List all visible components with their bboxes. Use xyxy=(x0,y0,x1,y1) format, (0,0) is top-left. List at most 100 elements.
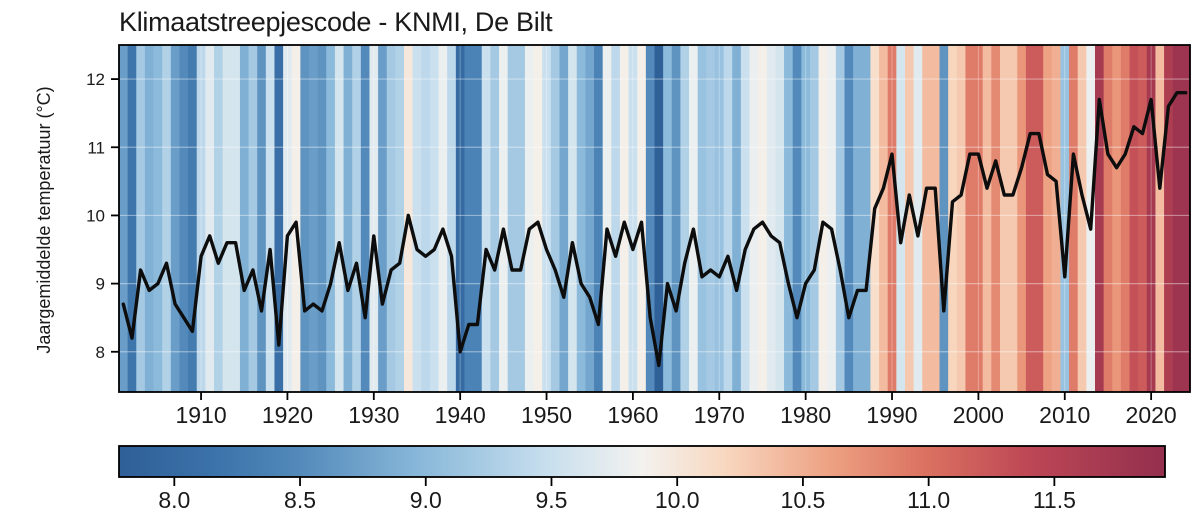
warming-stripe xyxy=(965,45,975,392)
colorbar-tick-label: 9.5 xyxy=(535,487,567,513)
warming-stripe xyxy=(723,45,733,392)
warming-stripe xyxy=(602,45,612,392)
warming-stripe xyxy=(999,45,1010,392)
warming-stripe xyxy=(853,45,863,392)
warming-stripe xyxy=(784,45,794,392)
chart-title: Klimaatstreepjescode - KNMI, De Bilt xyxy=(119,7,553,37)
x-tick-label: 1940 xyxy=(435,402,486,428)
warming-stripe xyxy=(1069,45,1079,392)
warming-stripe xyxy=(740,45,751,392)
x-axis: 1910 1920 1930 1940 1950 1960 1970 1980 1990 2000… xyxy=(175,392,1177,428)
warming-stripe xyxy=(594,45,604,392)
warming-stripe xyxy=(1138,45,1148,392)
warming-stripe xyxy=(559,45,569,392)
warming-stripe xyxy=(473,45,483,392)
warming-stripe xyxy=(170,45,180,392)
warming-stripe xyxy=(127,45,137,392)
warming-stripe xyxy=(1008,45,1018,392)
warming-stripe xyxy=(1034,45,1044,392)
warming-stripe xyxy=(1094,45,1105,392)
warming-stripe xyxy=(844,45,854,392)
warming-stripe xyxy=(481,45,491,392)
warming-stripe xyxy=(516,45,526,392)
x-tick-label: 1930 xyxy=(348,402,399,428)
warming-stripe xyxy=(585,45,595,392)
warming-stripe xyxy=(196,45,206,392)
warming-stripe xyxy=(205,45,215,392)
warming-stripe xyxy=(455,45,465,392)
warming-stripe xyxy=(1155,45,1165,392)
warming-stripe xyxy=(309,45,319,392)
gridlines-group xyxy=(119,45,1190,392)
warming-stripe xyxy=(835,45,846,392)
y-tick-label: 8 xyxy=(96,343,105,362)
warming-stripe xyxy=(714,45,725,392)
warming-stripe xyxy=(611,45,621,392)
warming-stripe xyxy=(1017,45,1027,392)
colorbar-tick-label: 8.5 xyxy=(284,487,316,513)
x-tick-label: 2010 xyxy=(1039,402,1090,428)
x-tick-label: 2000 xyxy=(953,402,1004,428)
x-tick-label: 1910 xyxy=(175,402,226,428)
warming-stripe xyxy=(1120,45,1131,392)
colorbar-tick-label: 10.0 xyxy=(655,487,700,513)
colorbar xyxy=(118,445,1166,478)
warming-stripe xyxy=(628,45,638,392)
warming-stripe xyxy=(188,45,198,392)
warming-stripe xyxy=(904,45,915,392)
warming-stripe xyxy=(775,45,785,392)
warming-stripe xyxy=(689,45,699,392)
warming-stripe xyxy=(749,45,759,392)
warming-stripe xyxy=(533,45,543,392)
warming-stripe xyxy=(1172,45,1182,392)
warming-stripe xyxy=(887,45,897,392)
warming-stripe xyxy=(939,45,949,392)
warming-stripe xyxy=(809,45,820,392)
warming-stripe xyxy=(1060,45,1070,392)
warming-stripe xyxy=(663,45,673,392)
warming-stripe xyxy=(447,45,457,392)
warming-stripe xyxy=(619,45,630,392)
warming-stripe xyxy=(283,45,293,392)
y-axis: 8 9 10 11 12 xyxy=(86,70,119,362)
warming-stripe xyxy=(291,45,301,392)
warming-stripe xyxy=(766,45,776,392)
warming-stripe xyxy=(507,45,517,392)
x-tick-label: 1970 xyxy=(694,402,745,428)
warming-stripe xyxy=(378,45,388,392)
colorbar-group: 8.0 8.5 9.0 9.5 10.0 10.5 11.0 11.5 xyxy=(118,445,1166,513)
warming-stripe xyxy=(144,45,155,392)
y-axis-label: Jaargemiddelde temperatuur (°C) xyxy=(34,86,54,353)
warming-stripe xyxy=(334,45,345,392)
temperature-line xyxy=(121,90,1188,368)
warming-stripe xyxy=(922,45,932,392)
x-tick-label: 1990 xyxy=(866,402,917,428)
warming-stripe xyxy=(671,45,681,392)
warming-stripe xyxy=(119,45,129,392)
colorbar-tick-label: 11.5 xyxy=(1033,487,1076,513)
x-tick-label: 1960 xyxy=(607,402,658,428)
warming-stripe xyxy=(438,45,448,392)
warming-stripe xyxy=(412,45,422,392)
warming-stripe xyxy=(317,45,327,392)
colorbar-tick-label: 8.0 xyxy=(158,487,190,513)
warming-stripe xyxy=(300,45,310,392)
warming-stripe xyxy=(386,45,396,392)
colorbar-tick-label: 10.5 xyxy=(781,487,826,513)
warming-stripe xyxy=(1164,45,1174,392)
warming-stripe xyxy=(930,45,941,392)
warming-stripe xyxy=(464,45,474,392)
warming-stripe xyxy=(982,45,992,392)
warming-stripe xyxy=(360,45,370,392)
warming-stripe xyxy=(1043,45,1053,392)
warming-stripe xyxy=(568,45,578,392)
warming-stripe xyxy=(550,45,560,392)
warming-stripe xyxy=(576,45,586,392)
warming-stripe xyxy=(162,45,172,392)
warming-stripe xyxy=(801,45,811,392)
warming-stripe xyxy=(214,45,224,392)
warming-stripe xyxy=(861,45,871,392)
warming-stripe xyxy=(1077,45,1087,392)
warming-stripe xyxy=(153,45,163,392)
